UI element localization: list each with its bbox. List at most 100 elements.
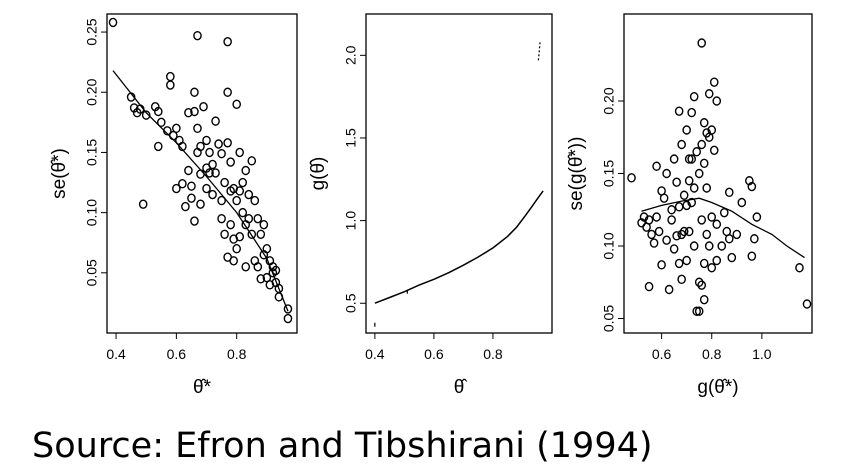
data-point	[199, 101, 208, 112]
data-point	[211, 116, 220, 126]
chart-panel-3: 0.6 0.8 1.0 0.05 0.10 0.15 0.20 g(θ̂*) se(g(θ̂*)…	[566, 13, 813, 398]
data-point	[226, 219, 235, 230]
data-point	[250, 195, 260, 206]
data-point	[647, 229, 656, 240]
data-point	[709, 77, 719, 87]
data-point	[217, 148, 226, 159]
data-point	[689, 241, 699, 251]
data-point	[181, 201, 190, 212]
data-point	[190, 87, 199, 97]
data-point	[223, 87, 232, 97]
data-point	[664, 284, 674, 295]
x-axis-label: θ̂	[454, 377, 469, 398]
data-point	[652, 212, 661, 222]
data-point	[190, 106, 199, 117]
data-point	[241, 262, 251, 272]
x-tick-label: 0.4	[106, 346, 126, 362]
chart-panel-1: 0.4 0.6 0.8 0.05 0.10 0.15 0.20 0.25 θ̂* se(θ̂*)	[49, 13, 298, 398]
data-point	[232, 244, 241, 254]
y-tick-label: 0.25	[84, 18, 100, 45]
data-point	[669, 244, 679, 254]
data-point	[697, 280, 707, 290]
data-point	[184, 108, 193, 118]
data-point	[724, 187, 734, 198]
data-point	[719, 207, 729, 218]
fit-line	[112, 70, 289, 312]
y-tick-label: 0.15	[84, 139, 100, 166]
data-point	[244, 189, 254, 200]
data-point	[226, 157, 235, 167]
data-point	[214, 139, 223, 149]
y-tick-label: 2.0	[343, 45, 359, 65]
data-point	[709, 145, 719, 156]
data-point	[712, 255, 722, 266]
data-point	[684, 154, 694, 164]
y-tick-label: 1.0	[343, 211, 359, 231]
data-point	[699, 158, 709, 169]
data-point	[682, 125, 691, 135]
y-axis-label: se(g(θ̂*))	[566, 137, 587, 211]
curve-line	[374, 190, 544, 304]
data-point	[196, 199, 205, 209]
data-point	[747, 181, 757, 192]
data-point	[677, 139, 686, 150]
data-point	[187, 193, 196, 203]
data-point	[689, 91, 699, 102]
data-point	[702, 229, 712, 240]
data-point	[166, 71, 175, 82]
data-point	[190, 216, 199, 226]
data-point	[672, 231, 681, 241]
data-point	[712, 96, 722, 106]
plot-frame	[365, 13, 553, 334]
data-point	[704, 241, 714, 251]
data-point	[697, 215, 707, 225]
y-tick-label: 1.5	[343, 128, 359, 148]
data-point	[220, 229, 229, 239]
data-point	[644, 281, 654, 292]
data-point	[202, 183, 211, 194]
data-point	[205, 147, 214, 158]
data-point	[220, 177, 229, 188]
data-point	[745, 176, 754, 186]
y-axis-label: g(θ̂)	[308, 157, 329, 191]
y-tick-label: 0.5	[343, 293, 359, 313]
data-point	[692, 306, 701, 316]
data-point	[247, 156, 257, 166]
data-point	[232, 99, 241, 109]
data-point	[689, 183, 699, 193]
data-point	[256, 274, 266, 284]
data-point	[724, 234, 734, 244]
x-tick-label: 0.4	[365, 346, 385, 362]
x-axis-label: θ̂*	[193, 377, 212, 398]
data-point	[687, 107, 696, 118]
data-point	[644, 215, 654, 225]
data-point	[244, 213, 254, 224]
data-point	[717, 241, 727, 251]
plot-frame	[106, 13, 298, 334]
data-point	[727, 252, 737, 263]
y-tick-label: 0.15	[601, 160, 617, 187]
data-point	[172, 123, 181, 134]
data-point	[737, 197, 747, 208]
data-point	[694, 277, 704, 287]
data-point	[235, 147, 244, 158]
data-point	[256, 229, 266, 239]
data-point	[687, 154, 696, 164]
data-point	[178, 179, 187, 189]
data-point	[657, 260, 666, 270]
y-tick-label: 0.05	[84, 259, 100, 286]
data-point	[196, 141, 205, 152]
data-point	[802, 299, 812, 309]
data-point	[669, 154, 679, 164]
data-point	[235, 231, 244, 242]
curve-line-upper	[537, 40, 541, 61]
data-point	[795, 263, 804, 273]
data-point	[283, 304, 293, 314]
x-axis-label: g(θ̂*)	[697, 377, 738, 398]
data-point	[184, 165, 193, 176]
data-point	[654, 226, 664, 237]
data-point	[752, 212, 762, 222]
data-point	[667, 215, 676, 225]
chart-panel-2: 0.4 0.6 0.8 0.5 1.0 1.5 2.0 θ̂ g(θ̂)	[308, 13, 553, 398]
data-point	[692, 147, 701, 157]
